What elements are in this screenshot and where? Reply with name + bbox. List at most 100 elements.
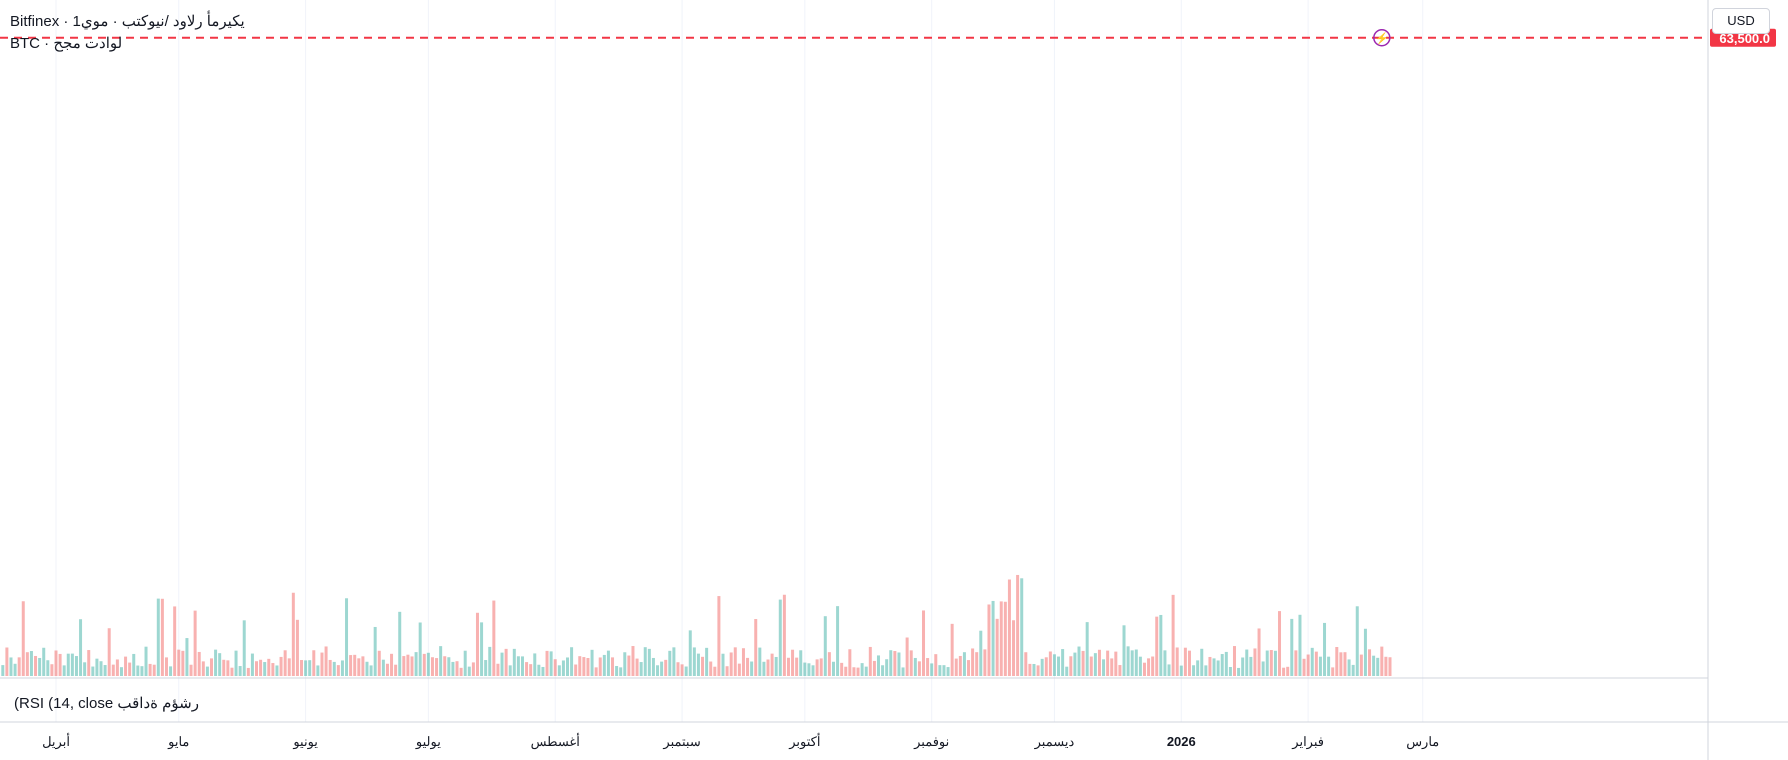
volume-bar — [1298, 614, 1302, 676]
volume-bar — [696, 653, 700, 676]
volume-bar — [279, 656, 283, 676]
volume-bar — [1294, 650, 1298, 676]
volume-bar — [336, 665, 340, 676]
volume-bar — [1257, 628, 1261, 676]
volume-bar — [1048, 651, 1052, 676]
volume-bar — [627, 655, 631, 676]
volume-bar — [340, 660, 344, 676]
time-tick-label: 2026 — [1167, 734, 1196, 749]
volume-bar — [1155, 616, 1159, 676]
volume-bar — [1359, 654, 1363, 676]
volume-bar — [631, 646, 635, 676]
volume-bar — [42, 647, 46, 676]
volume-bar — [876, 655, 880, 676]
volume-bar — [1290, 618, 1294, 676]
volume-bar — [868, 646, 872, 676]
volume-bar — [189, 664, 193, 676]
volume-bar — [156, 598, 160, 676]
volume-bar — [128, 662, 132, 676]
volume-bar — [230, 667, 234, 676]
volume-bar — [1237, 667, 1241, 676]
volume-bar — [1347, 659, 1351, 676]
symbol-title[interactable]: Bitfinex · يكيرمأ رلاود /نيوكتب · موي1 — [10, 13, 245, 30]
volume-bar — [860, 663, 864, 676]
volume-bar — [619, 667, 623, 676]
volume-bar — [885, 659, 889, 676]
volume-bar — [831, 661, 835, 676]
volume-bar — [1171, 594, 1175, 676]
volume-bar — [1261, 661, 1265, 676]
volume-bar — [786, 657, 790, 676]
volume-bar — [124, 656, 128, 676]
volume-bar — [733, 647, 737, 676]
volume-bar — [934, 654, 938, 676]
time-tick-label: أبريل — [42, 733, 70, 750]
volume-bar — [1327, 656, 1331, 676]
volume-bar — [557, 665, 561, 676]
volume-bar — [103, 665, 107, 676]
volume-bar — [795, 657, 799, 676]
time-axis: أبريل مايو يونيو يوليو أغسطس سبتمبر أكتوبر نوفم… — [42, 733, 1439, 750]
volume-bar — [451, 661, 455, 676]
volume-bar — [160, 598, 164, 676]
volume-bar — [782, 594, 786, 676]
volume-bar — [721, 653, 725, 676]
volume-bar — [1323, 622, 1327, 676]
wave-drawings: ⚡ — [0, 29, 1708, 47]
volume-bar — [193, 610, 197, 676]
volume-bar — [1093, 653, 1097, 676]
volume-bar — [872, 660, 876, 676]
volume-bar — [823, 616, 827, 676]
volume-bar — [99, 661, 103, 676]
volume-bar — [1384, 656, 1388, 676]
volume-bar — [836, 606, 840, 676]
volume-bar — [1134, 649, 1138, 676]
currency-button[interactable]: USD — [1712, 8, 1770, 34]
volume-bar — [864, 666, 868, 676]
volume-bar — [287, 658, 291, 676]
volume-bar — [111, 664, 115, 676]
volume-bar — [1097, 649, 1101, 676]
volume-bar — [1, 665, 5, 676]
volume-bar — [987, 604, 991, 676]
volume-bar — [21, 601, 25, 676]
volume-bar — [1310, 647, 1314, 676]
volume-bar — [529, 664, 533, 676]
volume-bar — [1126, 646, 1130, 676]
volume-bar — [332, 661, 336, 676]
volume-bar — [1036, 665, 1040, 676]
volume-bar — [488, 646, 492, 676]
volume-bar — [1085, 622, 1089, 676]
volume-bar — [328, 659, 332, 676]
volume-bar — [304, 660, 308, 676]
volume-bar — [66, 653, 70, 676]
volume-bar — [897, 652, 901, 676]
volume-bar — [717, 596, 721, 676]
volume-indicator-title[interactable]: BTC · لوادت مجح — [10, 35, 123, 52]
volume-bar — [1196, 660, 1200, 676]
volume-bar — [316, 665, 320, 676]
volume-bar — [1130, 650, 1134, 676]
volume-bar — [480, 622, 484, 676]
volume-bar — [426, 652, 430, 676]
volume-bar — [271, 663, 275, 676]
volume-bar — [402, 656, 406, 676]
volume-bar — [561, 660, 565, 676]
volume-bar — [1175, 647, 1179, 676]
volume-bar — [991, 600, 995, 676]
volume-bar — [975, 652, 979, 676]
volume-bar — [1089, 656, 1093, 676]
rsi-indicator-label[interactable]: (RSI (14, close رشؤم ةداقب — [14, 695, 199, 712]
volume-bar — [799, 650, 803, 676]
volume-bar — [1016, 574, 1020, 676]
volume-bar — [463, 650, 467, 676]
volume-bar — [1032, 663, 1036, 676]
volume-bar — [774, 656, 778, 676]
volume-bar — [676, 662, 680, 676]
volume-bar — [209, 658, 213, 676]
volume-bar — [385, 663, 389, 676]
volume-bar — [1061, 649, 1065, 676]
volume-bar — [889, 650, 893, 676]
volume-bar — [762, 661, 766, 676]
